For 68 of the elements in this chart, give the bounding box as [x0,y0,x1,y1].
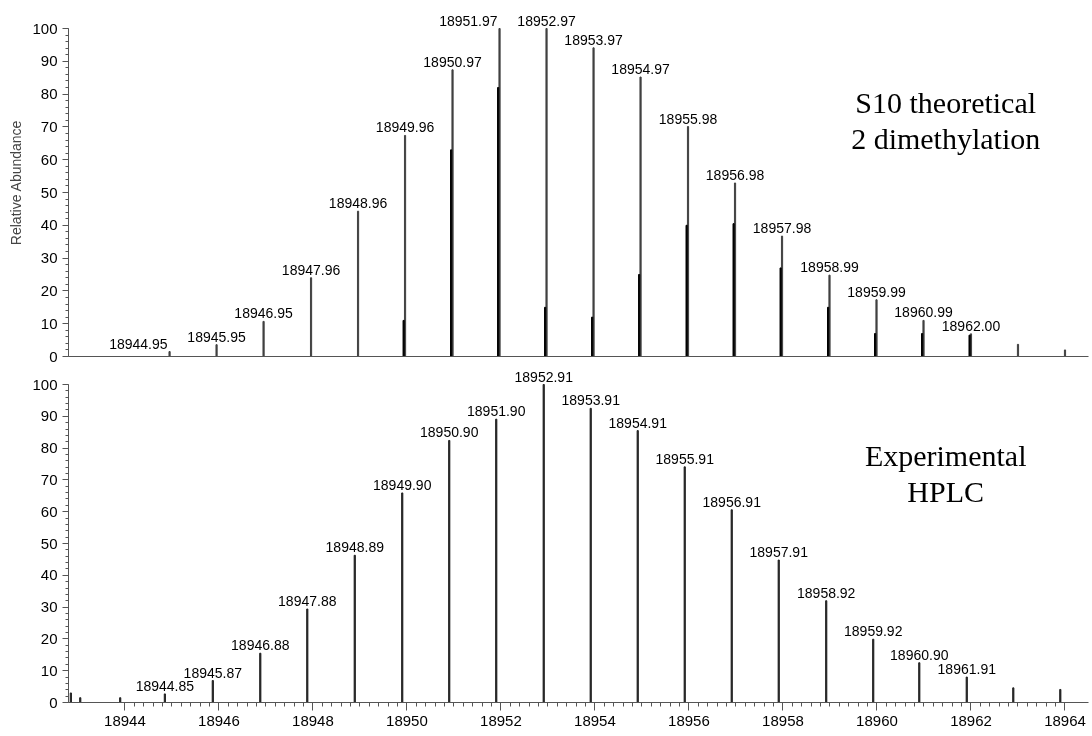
annotation: 18958.99 [800,259,859,276]
y-tick-label: 30 [40,598,58,616]
annotation: 18944.95 [109,335,168,352]
x-tick-label: 18964 [1044,711,1086,729]
y-tick-label: 90 [40,407,58,425]
y-tick-label: 60 [40,150,58,168]
y-tick-label: 50 [40,534,58,552]
y-tick-label: 80 [40,439,58,457]
y-tick-label: 40 [40,566,58,584]
annotation: 18954.91 [608,414,668,431]
annotation: 18955.91 [655,450,715,467]
annotation: 18952.97 [517,12,576,29]
y-tick-label: 0 [49,347,58,365]
annotation: 18960.90 [890,646,949,663]
x-tick-label: 18954 [574,711,616,729]
annotation: 18954.97 [611,61,670,78]
y-tick-label: 20 [40,629,58,647]
y-tick-label: 10 [40,661,58,679]
y-tick-label: 0 [49,693,58,711]
y-tick-label: 30 [40,249,58,267]
annotation: 18959.99 [847,283,906,300]
y-tick-label: 10 [40,314,58,332]
y-tick-label: 20 [40,281,58,299]
annotation: 18947.96 [281,261,341,278]
annotation: 18958.92 [797,584,856,601]
annotation: 18950.97 [423,53,482,70]
y-tick-label: 80 [40,85,58,103]
annotation: 18949.90 [373,476,432,493]
x-tick-label: 18960 [856,711,898,729]
y-tick-label: 60 [40,502,58,520]
y-tick-label: 90 [40,52,58,70]
x-tick-label: 18946 [198,711,240,729]
x-tick-label: 18952 [480,711,522,729]
annotation: 18951.97 [439,12,498,29]
x-tick-label: 18956 [668,711,710,729]
annotation: 18948.96 [328,195,388,212]
x-tick-label: 18958 [762,711,804,729]
x-tick-label: 18962 [950,711,992,729]
annotation: S10 theoretical 2 dimethylation [851,85,1041,155]
annotation: 18945.95 [187,328,246,345]
annotation: 18953.91 [561,392,621,409]
annotation: Experimental HPLC [864,438,1027,509]
x-tick-label: 18948 [292,711,334,729]
annotation: 18953.97 [564,31,623,48]
annotation: 18948.89 [325,539,385,556]
annotation: 18961.91 [937,661,997,678]
y-tick-label: 70 [40,117,58,135]
annotation: 18947.88 [278,593,337,610]
x-tick-label: 18944 [104,711,146,729]
y-tick-label: 50 [40,183,58,201]
y-tick-label: 40 [40,216,58,234]
annotation: 18957.98 [752,220,812,237]
annotation: 18946.95 [234,305,293,322]
annotation: 18956.98 [705,166,765,183]
annotation: 18946.88 [231,637,290,654]
y-tick-label: 100 [32,375,58,393]
annotation: 18957.91 [749,544,809,561]
annotation: 18956.91 [702,493,762,510]
annotation: 18959.92 [844,623,903,640]
annotation: 18951.90 [467,403,526,420]
annotation: 18949.96 [375,119,435,136]
annotation: 18955.98 [658,110,718,127]
y-tick-label: 100 [32,19,58,37]
y-axis-title: Relative Abundance [8,120,25,246]
annotation: 18952.91 [514,368,574,385]
annotation: 18950.90 [420,424,479,441]
y-tick-label: 70 [40,470,58,488]
x-tick-label: 18950 [386,711,428,729]
